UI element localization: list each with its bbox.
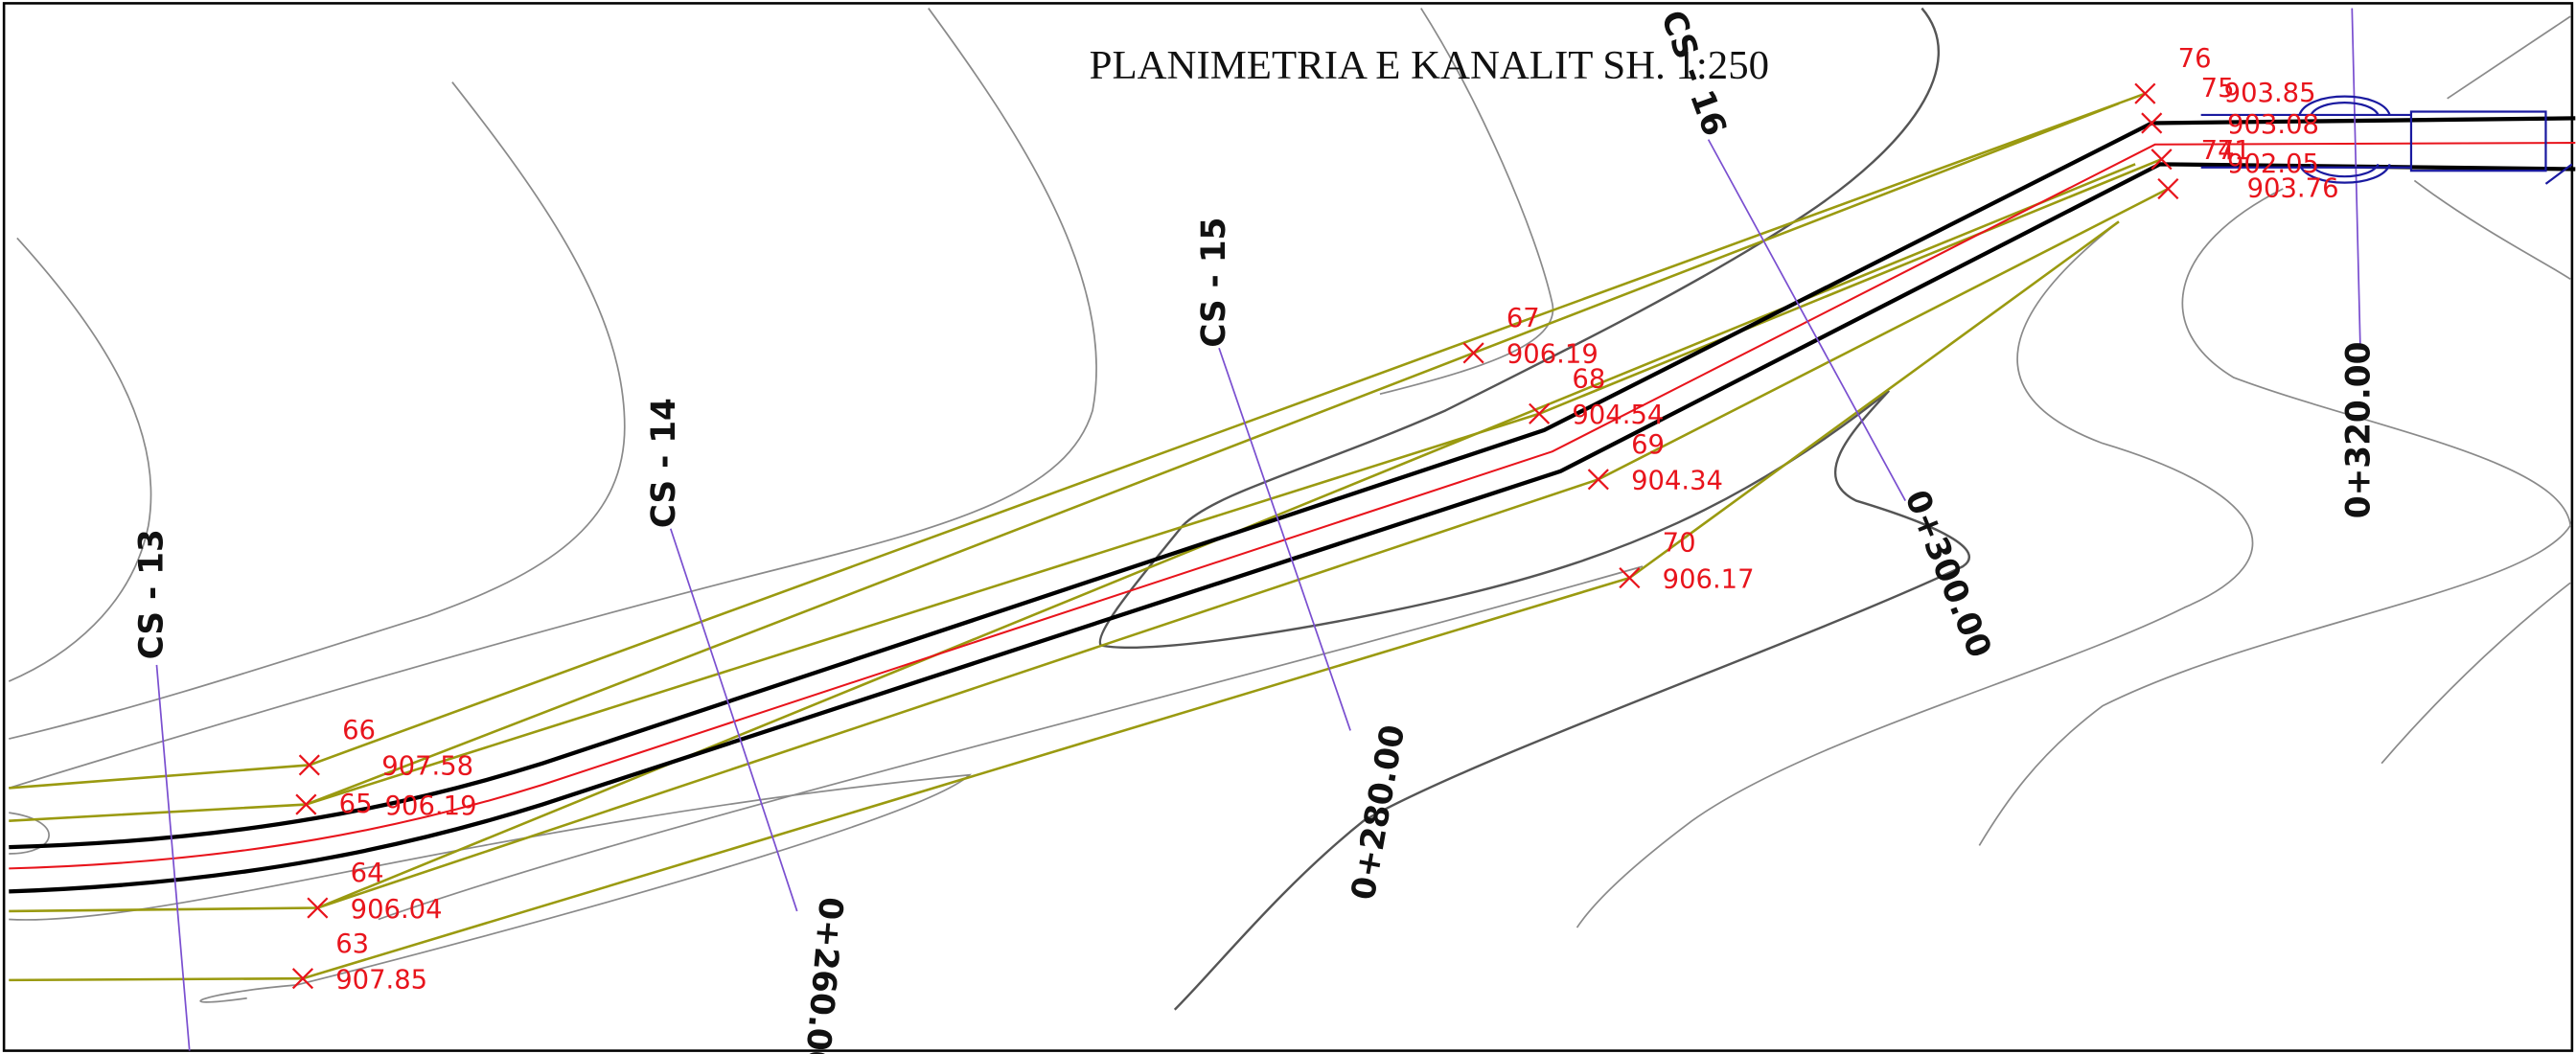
point-elevation: 903.76 [2247,174,2339,204]
point-id: 66 [342,716,376,745]
section-label: CS - 13 [133,529,172,659]
point-marker [307,897,329,919]
point-elevation: 904.34 [1631,467,1723,496]
point-id: 75 [2201,74,2235,103]
point-id: 74 [2201,136,2235,166]
section-label: CS - 14 [645,398,683,528]
point-elevation: 906.04 [351,895,443,925]
point-marker [298,754,320,776]
point-elevation: 904.54 [1572,401,1664,430]
point-marker [295,793,317,815]
point-marker [2134,82,2156,104]
section-label: CS - 15 [1195,218,1233,348]
contours [8,7,2572,1011]
point-id: 76 [2178,44,2212,74]
point-elevation: 903.08 [2227,110,2319,140]
point-id: 69 [1631,430,1665,460]
point-marker [1619,567,1641,589]
point-marker [291,968,314,990]
point-id: 68 [1572,364,1605,394]
point-elevation: 907.58 [381,752,473,782]
point-elevation: 907.85 [335,965,427,995]
structure [2200,95,2573,185]
point-id: 71 [2218,136,2251,166]
point-marker [1529,402,1551,424]
chainage-label: 0+320.00 [2339,342,2378,519]
point-id: 70 [1663,529,1696,559]
point-marker [2150,149,2173,171]
point-elevation: 906.17 [1663,564,1755,594]
point-marker [1462,342,1484,364]
title: PLANIMETRIA E KANALIT SH. 1:250 [1090,43,1769,88]
point-id: 67 [1506,304,1540,333]
point-elevation: 903.85 [2224,79,2316,108]
point-id: 63 [335,929,369,959]
point-elevation: 906.19 [1506,340,1598,370]
point-marker [1587,469,1609,491]
point-marker [2157,177,2179,200]
channel [9,116,2576,894]
point-id: 64 [351,859,384,888]
point-id: 65 [339,790,373,819]
point-elevation: 902.05 [2227,149,2319,179]
point-marker [2141,112,2163,134]
point-elevation: 906.19 [385,791,477,821]
